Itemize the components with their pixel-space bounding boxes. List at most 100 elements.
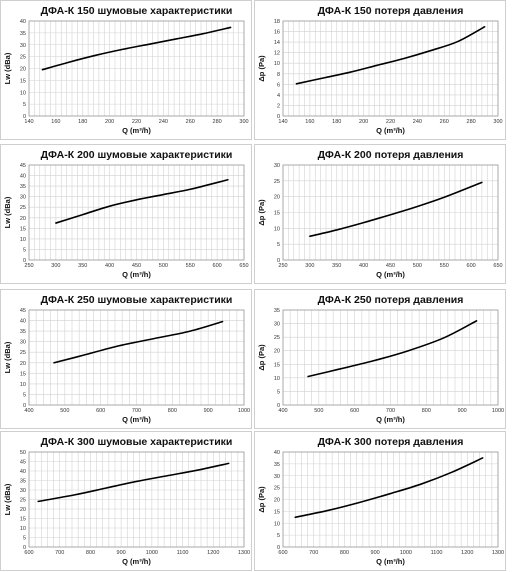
x-tick-label: 550	[186, 263, 195, 269]
y-tick-label: 10	[274, 521, 280, 527]
x-tick-label: 1200	[207, 550, 219, 556]
plot-area	[282, 451, 499, 548]
y-tick-label: 0	[23, 545, 26, 551]
y-tick-label: 30	[274, 474, 280, 480]
x-tick-label: 600	[96, 408, 105, 414]
y-tick-label: 30	[274, 163, 280, 169]
y-tick-label: 5	[277, 242, 280, 248]
x-tick-label: 1300	[238, 550, 250, 556]
y-tick-label: 6	[277, 82, 280, 88]
x-axis-label: Q (m³/h)	[122, 415, 151, 424]
x-axis-label: Q (m³/h)	[376, 270, 405, 279]
x-axis-label: Q (m³/h)	[376, 126, 405, 135]
x-tick-label: 1100	[431, 550, 443, 556]
y-tick-label: 18	[274, 19, 280, 25]
y-axis-label: Δp (Pa)	[257, 486, 266, 513]
y-tick-label: 45	[20, 163, 26, 169]
y-tick-label: 5	[23, 247, 26, 253]
y-tick-label: 30	[20, 43, 26, 49]
x-tick-label: 900	[458, 408, 467, 414]
y-tick-label: 20	[20, 67, 26, 73]
x-tick-label: 300	[305, 263, 314, 269]
x-tick-label: 700	[55, 550, 64, 556]
y-tick-label: 2	[277, 103, 280, 109]
y-tick-label: 5	[23, 536, 26, 542]
y-tick-label: 0	[277, 258, 280, 264]
chart-panel: 600 700 800 900 1000 1100 1200 1300 0 5 10 15 20 25 30…	[254, 431, 506, 571]
series-line	[53, 320, 224, 364]
y-tick-label: 15	[20, 517, 26, 523]
y-tick-label: 10	[274, 226, 280, 232]
x-tick-label: 200	[359, 119, 368, 125]
y-axis-label: Lw (dBa)	[3, 196, 12, 228]
plot-area	[28, 451, 245, 548]
y-tick-label: 5	[277, 533, 280, 539]
series-line	[41, 26, 232, 71]
y-tick-label: 45	[20, 460, 26, 466]
x-tick-label: 220	[132, 119, 141, 125]
y-tick-label: 35	[274, 462, 280, 468]
y-tick-label: 20	[274, 349, 280, 355]
y-tick-label: 50	[20, 450, 26, 456]
y-tick-label: 15	[274, 211, 280, 217]
y-tick-label: 15	[274, 509, 280, 515]
y-tick-label: 35	[274, 308, 280, 314]
x-tick-label: 1100	[177, 550, 189, 556]
plot-area	[282, 309, 499, 406]
x-tick-label: 400	[278, 408, 287, 414]
x-tick-label: 400	[359, 263, 368, 269]
x-tick-label: 650	[239, 263, 248, 269]
x-tick-label: 280	[213, 119, 222, 125]
y-tick-label: 35	[20, 31, 26, 37]
x-tick-label: 500	[60, 408, 69, 414]
x-tick-label: 350	[78, 263, 87, 269]
x-tick-label: 400	[105, 263, 114, 269]
x-tick-label: 160	[51, 119, 60, 125]
y-tick-label: 40	[20, 174, 26, 180]
series-line	[294, 457, 484, 519]
chart-panel: 250 300 350 400 450 500 550 600 650 0 5 10 15 20 25 30 Д…	[254, 144, 506, 284]
y-tick-label: 30	[20, 488, 26, 494]
y-axis-label: Δp (Pa)	[257, 344, 266, 371]
y-tick-label: 40	[20, 319, 26, 325]
x-tick-label: 600	[213, 263, 222, 269]
y-tick-label: 40	[20, 19, 26, 25]
x-axis-label: Q (m³/h)	[376, 557, 405, 566]
x-tick-label: 1300	[492, 550, 504, 556]
y-tick-label: 10	[20, 90, 26, 96]
chart-title: ДФА-К 300 потеря давления	[318, 436, 464, 448]
x-tick-label: 900	[371, 550, 380, 556]
y-tick-label: 20	[20, 361, 26, 367]
y-axis-label: Δp (Pa)	[257, 199, 266, 226]
x-tick-label: 500	[159, 263, 168, 269]
chart-panel: 250 300 350 400 450 500 550 600 650 0 5 10 15 20 25 30 3…	[0, 144, 252, 284]
chart-title: ДФА-К 250 потеря давления	[318, 294, 464, 306]
y-axis-label: Lw (dBa)	[3, 483, 12, 515]
x-tick-label: 450	[386, 263, 395, 269]
x-tick-label: 800	[86, 550, 95, 556]
y-tick-label: 25	[20, 55, 26, 61]
x-axis-label: Q (m³/h)	[376, 415, 405, 424]
x-tick-label: 350	[332, 263, 341, 269]
y-tick-label: 30	[274, 322, 280, 328]
y-tick-label: 25	[20, 350, 26, 356]
y-tick-label: 35	[20, 184, 26, 190]
x-tick-label: 400	[24, 408, 33, 414]
plot-area	[282, 20, 499, 117]
y-tick-label: 15	[20, 226, 26, 232]
y-tick-label: 20	[274, 195, 280, 201]
x-tick-label: 240	[413, 119, 422, 125]
x-tick-label: 260	[440, 119, 449, 125]
series-line	[307, 320, 478, 378]
x-tick-label: 300	[239, 119, 248, 125]
y-tick-label: 20	[274, 498, 280, 504]
x-tick-label: 180	[332, 119, 341, 125]
x-tick-label: 500	[413, 263, 422, 269]
x-tick-label: 300	[51, 263, 60, 269]
x-tick-label: 180	[78, 119, 87, 125]
y-tick-label: 15	[274, 362, 280, 368]
chart-panel: 400 500 600 700 800 900 1000 0 5 10 15 20 25 30 35 40 45…	[0, 289, 252, 429]
y-axis-label: Lw (dBa)	[3, 341, 12, 373]
y-tick-label: 25	[274, 486, 280, 492]
